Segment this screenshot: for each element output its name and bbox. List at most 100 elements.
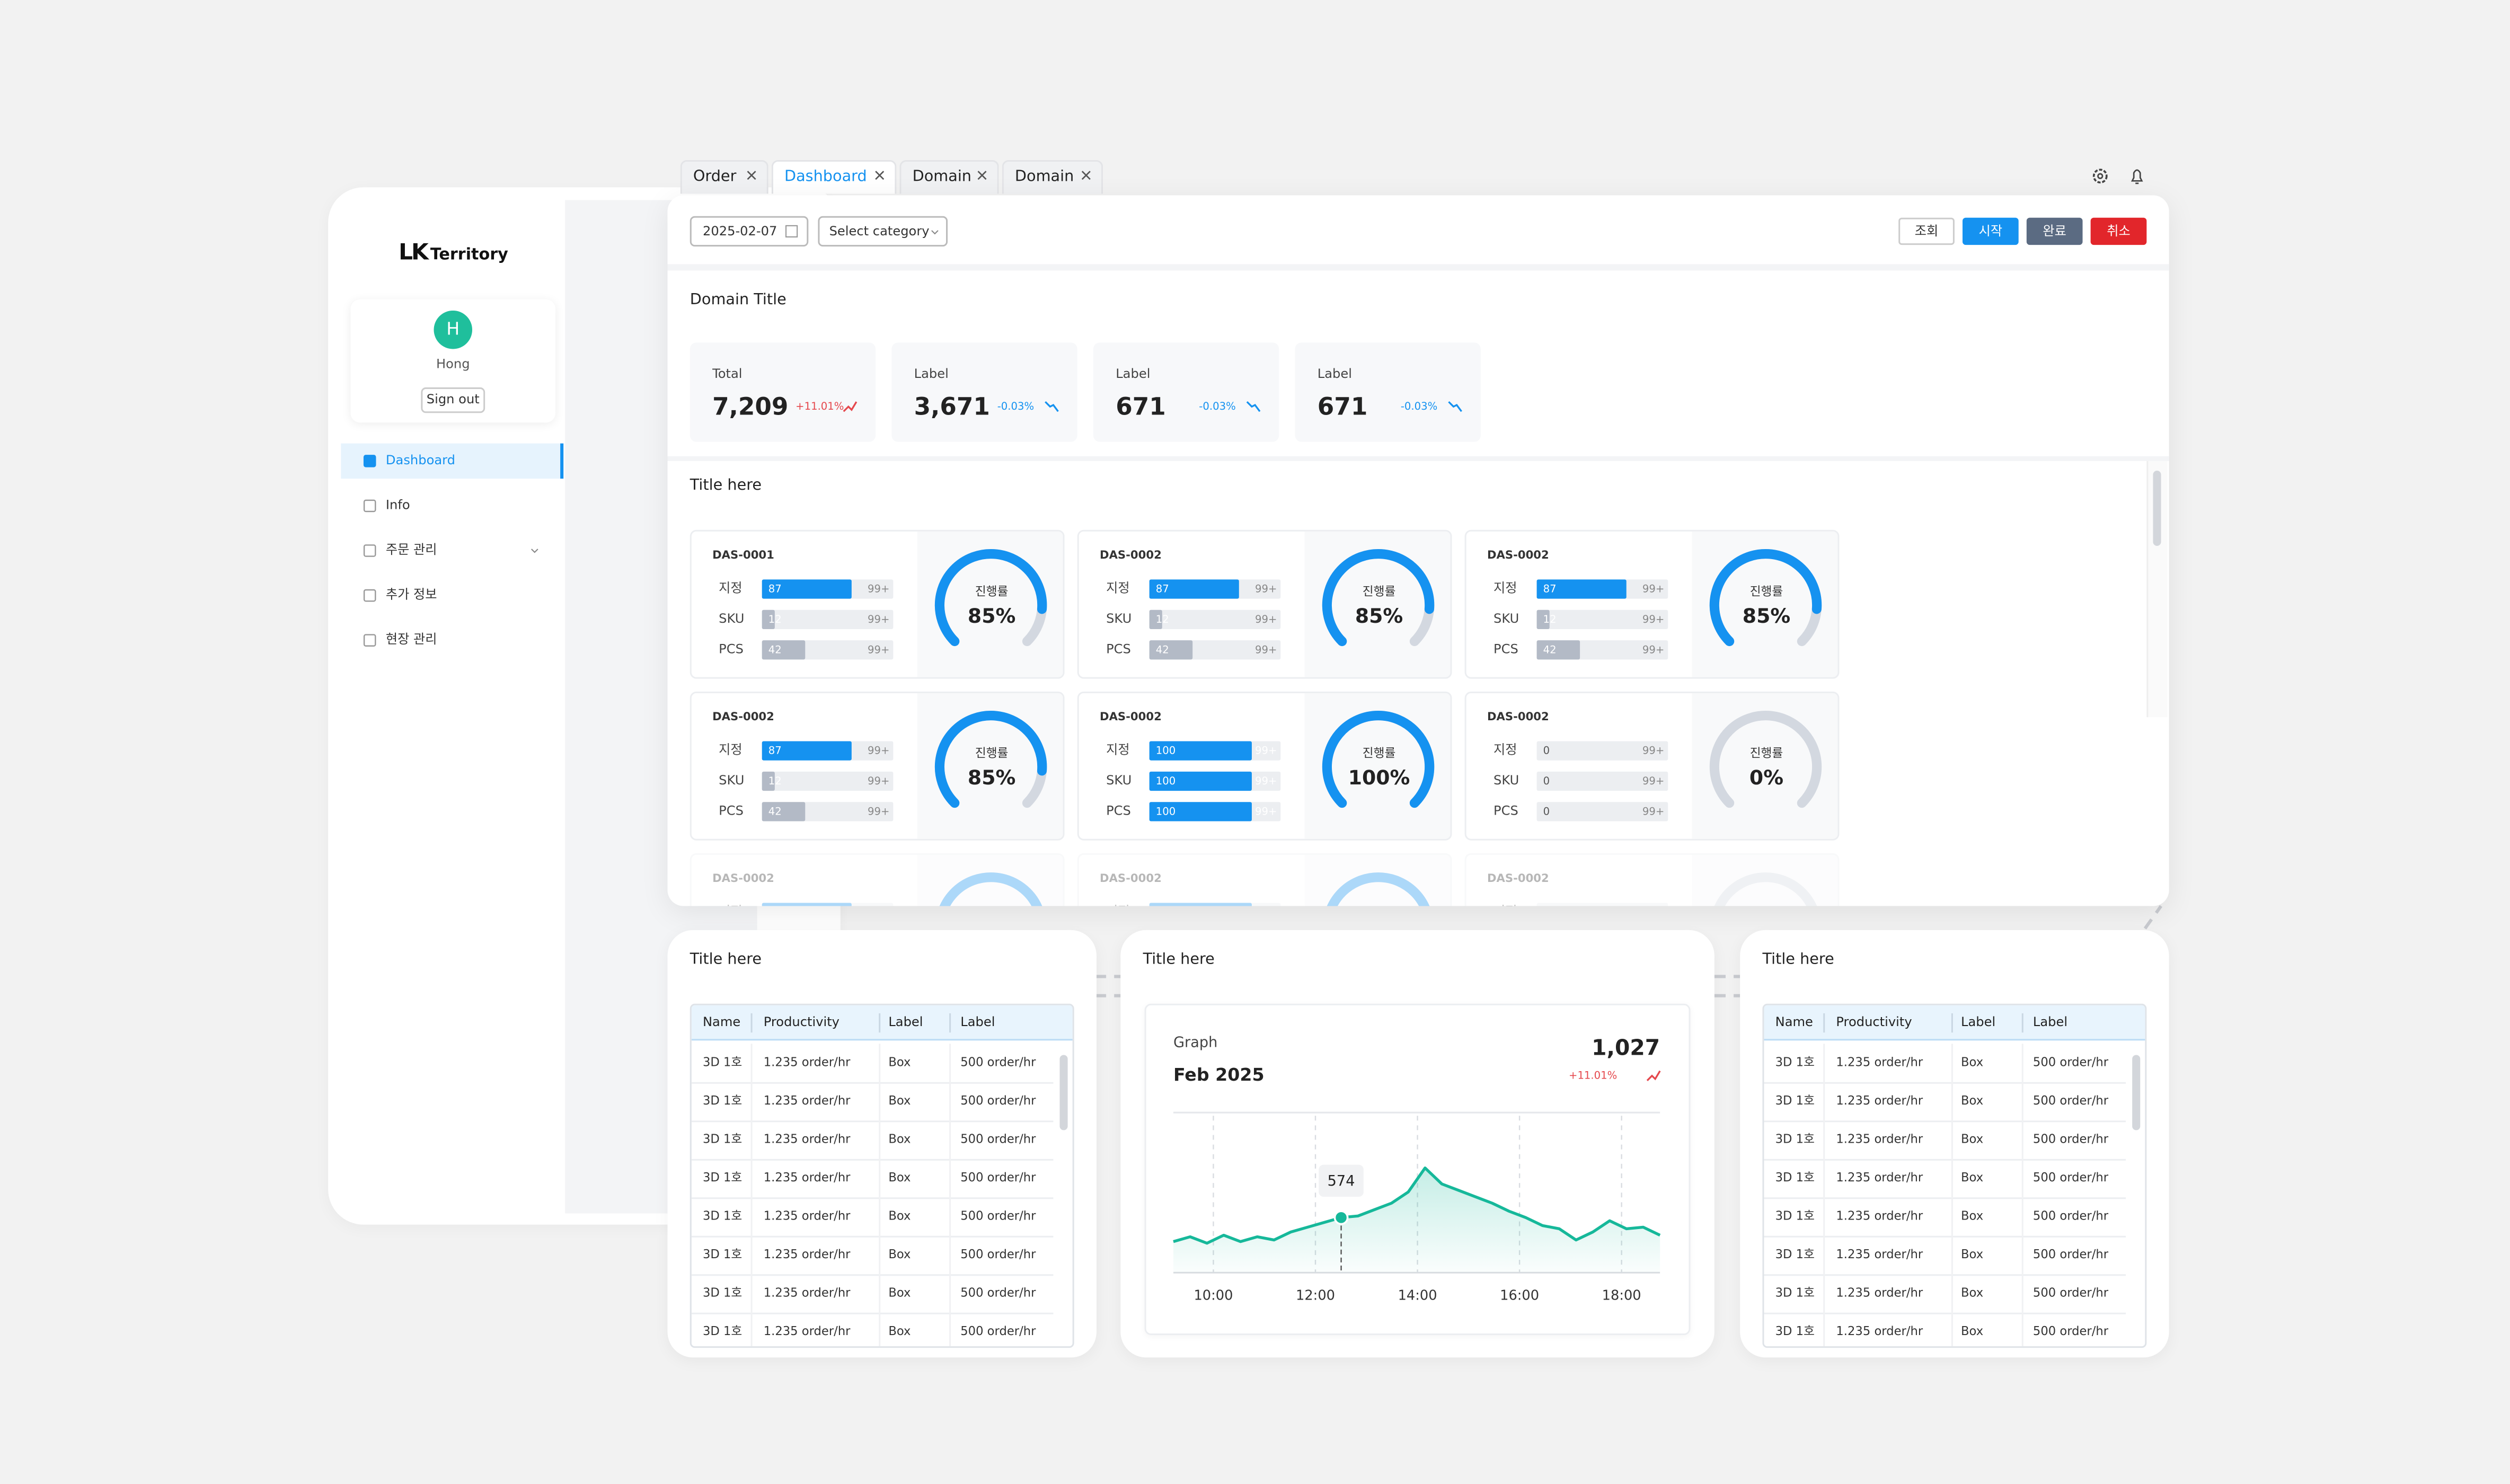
nav-icon xyxy=(363,499,376,513)
icon xyxy=(1081,171,1091,180)
table-cell: 1.235 order/hr xyxy=(763,1247,851,1262)
trend-icon xyxy=(1246,401,1261,412)
table-cell: 3D 1호 xyxy=(702,1093,743,1108)
toolbar-button[interactable]: 조회 xyxy=(1898,217,1955,245)
bar-track xyxy=(1149,903,1281,906)
bar-max: 99+ xyxy=(1255,901,1277,907)
icon xyxy=(1322,549,1435,647)
tab[interactable]: Domain xyxy=(1002,160,1103,194)
gauge-percent: 85% xyxy=(1355,603,1403,628)
toolbar-button[interactable]: 취소 xyxy=(2090,217,2147,245)
cell-separator xyxy=(750,1082,753,1121)
column-header: Label xyxy=(1960,1014,1996,1030)
stat-change: -0.03% xyxy=(997,400,1035,413)
column-separator xyxy=(750,1013,753,1033)
date-input[interactable]: 2025-02-07 xyxy=(690,216,809,247)
nav-active-bg xyxy=(341,443,564,479)
bar xyxy=(1149,610,1162,630)
icon xyxy=(363,499,376,513)
sign-out-button[interactable]: Sign out xyxy=(421,387,485,413)
nav-item[interactable]: Info xyxy=(385,498,410,513)
x-tick-label: 14:00 xyxy=(1398,1288,1437,1304)
cell-separator xyxy=(879,1120,881,1159)
table-cell: Box xyxy=(1960,1247,1984,1262)
table-cell: 1.235 order/hr xyxy=(1836,1093,1923,1108)
bar-max: 99+ xyxy=(1642,582,1665,596)
table-cell: 1.235 order/hr xyxy=(1836,1055,1923,1070)
tab[interactable]: Dashboard xyxy=(771,160,897,194)
cell-separator xyxy=(1951,1197,1953,1236)
bar xyxy=(1149,802,1252,822)
x-tick-label: 18:00 xyxy=(1602,1288,1641,1304)
icon xyxy=(1709,711,1822,808)
row-label: SKU xyxy=(719,773,745,788)
gauge-label: 진행률 xyxy=(1749,746,1783,761)
icon xyxy=(1646,1070,1661,1081)
row-label: SKU xyxy=(719,611,745,626)
table-cell: Box xyxy=(1960,1055,1984,1070)
cell-separator xyxy=(2021,1082,2023,1121)
row-label: PCS xyxy=(1106,803,1131,818)
column-header: Name xyxy=(702,1014,741,1030)
bar xyxy=(1149,579,1239,599)
icon xyxy=(2092,169,2108,184)
bar-max: 99+ xyxy=(868,643,890,657)
table-cell: 3D 1호 xyxy=(1775,1247,1815,1262)
nav-item[interactable]: 주문 관리 xyxy=(385,542,437,558)
bar xyxy=(762,741,852,761)
table-header xyxy=(1764,1005,2145,1041)
das-id: DAS-0002 xyxy=(1100,711,1162,724)
bar-max: 99+ xyxy=(868,582,890,596)
das-id: DAS-0002 xyxy=(712,711,774,724)
table-scroll-thumb[interactable] xyxy=(2132,1055,2141,1130)
table-header xyxy=(691,1005,1073,1041)
nav-item[interactable]: 현장 관리 xyxy=(385,632,437,647)
cell-separator xyxy=(750,1159,753,1198)
icon xyxy=(2131,169,2143,184)
column-separator xyxy=(949,1013,951,1033)
cell-separator xyxy=(2021,1235,2023,1275)
table-cell: Box xyxy=(888,1132,911,1146)
table-cell: 500 order/hr xyxy=(960,1247,1036,1262)
table-cell: 1.235 order/hr xyxy=(763,1323,851,1339)
table-cell: 500 order/hr xyxy=(960,1208,1036,1223)
das-id: DAS-0002 xyxy=(1487,872,1549,886)
bar-max: 99+ xyxy=(1642,774,1665,788)
row-label: 지정 xyxy=(719,581,743,596)
table-cell: Box xyxy=(888,1093,911,1108)
toolbar-button[interactable]: 완료 xyxy=(2026,217,2083,245)
nav-item[interactable]: 추가 정보 xyxy=(385,587,437,602)
nav-item[interactable]: Dashboard xyxy=(385,453,456,467)
row-separator xyxy=(691,1235,1054,1238)
gauge-percent: 85% xyxy=(967,603,1016,628)
tab-label: Order xyxy=(693,168,737,186)
table-cell: 500 order/hr xyxy=(2032,1323,2109,1339)
stat-card: Label 3,671 -0.03% xyxy=(891,342,1077,442)
toolbar-button[interactable]: 시작 xyxy=(1963,217,2019,245)
tooltip-box xyxy=(1319,1164,1364,1197)
scroll-thumb[interactable] xyxy=(2153,470,2161,546)
table-cell: 500 order/hr xyxy=(2032,1208,2109,1223)
column-header: Productivity xyxy=(1836,1014,1912,1030)
cell-separator xyxy=(879,1159,881,1198)
cell-separator xyxy=(949,1044,951,1082)
trend-icon xyxy=(1646,1070,1661,1081)
bar-value: 42 xyxy=(1543,643,1557,657)
tab[interactable]: Order xyxy=(680,160,768,194)
category-select[interactable]: Select category xyxy=(818,216,948,247)
row-separator xyxy=(691,1274,1054,1276)
das-id: DAS-0002 xyxy=(1100,549,1162,562)
tab[interactable]: Domain xyxy=(899,160,999,194)
gauge-progress xyxy=(934,549,1047,647)
panel-title: Title here xyxy=(1762,951,1834,969)
stat-label: Total xyxy=(712,366,743,381)
table-cell: 1.235 order/hr xyxy=(763,1208,851,1223)
table-scroll-thumb[interactable] xyxy=(1059,1055,1068,1130)
stat-card: Label 671 -0.03% xyxy=(1295,342,1481,442)
column-separator xyxy=(1823,1013,1825,1033)
bar-value: 42 xyxy=(768,643,782,657)
row-separator xyxy=(691,1159,1054,1161)
row-separator xyxy=(691,1312,1054,1314)
cell-separator xyxy=(750,1274,753,1313)
